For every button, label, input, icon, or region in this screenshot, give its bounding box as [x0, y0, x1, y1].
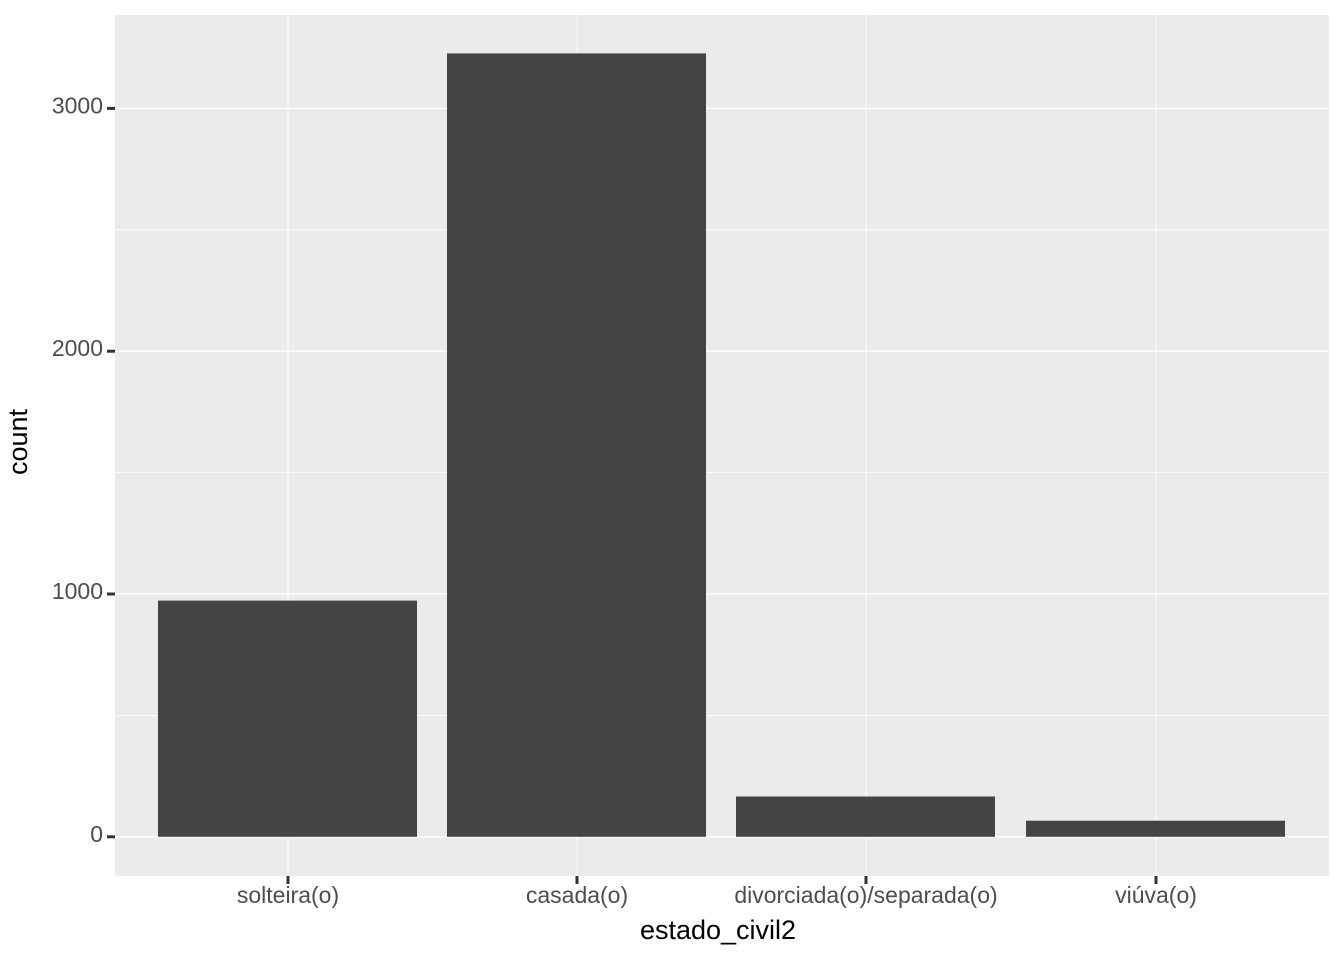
- svg-text:0: 0: [90, 821, 103, 847]
- svg-text:1000: 1000: [52, 578, 103, 604]
- svg-text:3000: 3000: [52, 92, 103, 118]
- svg-text:2000: 2000: [52, 335, 103, 361]
- svg-text:count: count: [3, 408, 33, 475]
- svg-text:divorciada(o)/separada(o): divorciada(o)/separada(o): [734, 882, 997, 908]
- svg-text:viúva(o): viúva(o): [1115, 882, 1197, 908]
- svg-text:solteira(o): solteira(o): [237, 882, 339, 908]
- svg-text:estado_civil2: estado_civil2: [640, 915, 796, 945]
- svg-text:casada(o): casada(o): [526, 882, 628, 908]
